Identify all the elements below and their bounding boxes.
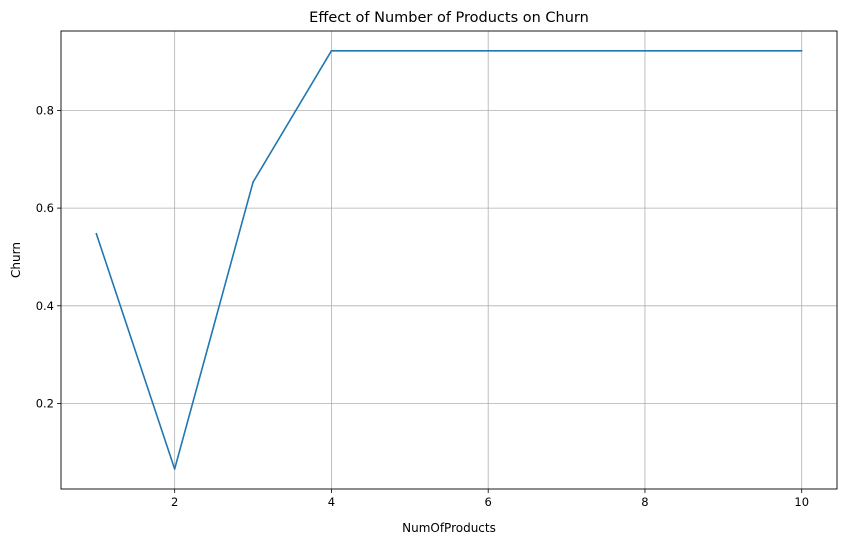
y-tick-label: 0.4 [36, 299, 54, 313]
x-tick-label: 2 [171, 495, 178, 509]
series-line [95, 49, 802, 470]
grid-lines [61, 31, 837, 489]
data-point [565, 49, 568, 52]
y-tick-label: 0.8 [36, 103, 54, 117]
data-point [409, 49, 411, 52]
x-tick-label: 6 [485, 495, 492, 509]
data-point [722, 49, 725, 52]
series-layer [95, 49, 803, 470]
data-point [252, 181, 254, 184]
y-tick-label: 0.2 [36, 397, 54, 411]
y-tick-label: 0.6 [36, 201, 54, 215]
data-point [173, 468, 176, 470]
data-point [487, 49, 489, 52]
data-point [644, 49, 646, 52]
plot-area [61, 31, 837, 489]
x-tick-label: 4 [328, 495, 335, 509]
plot-frame [60, 30, 838, 490]
chart-title: Effect of Number of Products on Churn [309, 10, 589, 26]
data-point [800, 49, 803, 52]
x-axis-label: NumOfProducts [402, 521, 496, 535]
data-point [95, 232, 98, 235]
y-axis-label: Churn [9, 242, 23, 278]
data-point [330, 49, 333, 52]
x-tick-label: 8 [641, 495, 648, 509]
axis-ticks: 2 4 6 8 10 0.2 0.4 0.6 0.8 [36, 103, 809, 509]
x-tick-label: 10 [794, 495, 809, 509]
